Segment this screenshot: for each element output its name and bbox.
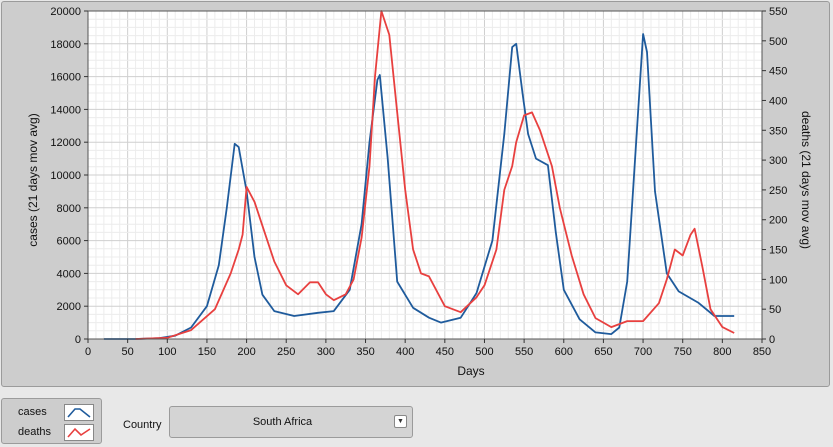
- legend-label-deaths: deaths: [18, 426, 52, 438]
- x-axis-label: Days: [457, 364, 484, 378]
- x-tick-label: 600: [555, 346, 573, 358]
- deaths-line-swatch-icon: [64, 424, 94, 441]
- y-left-tick-label: 6000: [57, 236, 81, 248]
- y-right-tick-label: 350: [769, 125, 787, 137]
- y-left-tick-label: 14000: [50, 104, 81, 116]
- y-right-tick-label: 550: [769, 6, 787, 18]
- y-right-tick-label: 50: [769, 304, 781, 316]
- x-tick-label: 400: [396, 346, 414, 358]
- legend: cases deaths: [1, 398, 102, 444]
- x-tick-label: 800: [713, 346, 731, 358]
- y-left-tick-label: 20000: [50, 6, 81, 18]
- series-line-cases: [103, 33, 735, 340]
- x-tick-label: 350: [356, 346, 374, 358]
- x-tick-label: 450: [436, 346, 454, 358]
- y-right-tick-label: 100: [769, 274, 787, 286]
- y-left-tick-label: 0: [75, 334, 81, 346]
- y-right-tick-label: 0: [769, 334, 775, 346]
- y-right-tick-label: 250: [769, 185, 787, 197]
- chevron-down-icon[interactable]: ▼: [394, 415, 407, 428]
- y-left-tick-label: 8000: [57, 203, 81, 215]
- y-left-tick-label: 10000: [50, 170, 81, 182]
- country-label: Country: [123, 419, 162, 431]
- x-tick-label: 550: [515, 346, 533, 358]
- y-left-tick-label: 18000: [50, 39, 81, 51]
- country-select[interactable]: South Africa ▼: [169, 406, 413, 438]
- y-left-tick-label: 4000: [57, 268, 81, 280]
- x-tick-label: 750: [674, 346, 692, 358]
- y-right-tick-label: 300: [769, 155, 787, 167]
- y-right-tick-label: 450: [769, 66, 787, 78]
- y-axis-left-label: cases (21 days mov avg): [26, 113, 40, 246]
- y-left-tick-label: 12000: [50, 137, 81, 149]
- y-right-tick-label: 150: [769, 245, 787, 257]
- chart-panel: 0 50 100 150 200 250 300 350 400 450 500 550 600 650 7…: [1, 1, 830, 387]
- y-right-tick-label: 200: [769, 215, 787, 227]
- x-tick-label: 50: [122, 346, 134, 358]
- x-tick-label: 500: [475, 346, 493, 358]
- x-tick-label: 700: [634, 346, 652, 358]
- x-tick-label: 150: [198, 346, 216, 358]
- y-axis-right-label: deaths (21 days mov avg): [799, 111, 813, 249]
- x-tick-label: 100: [158, 346, 176, 358]
- country-select-value: South Africa: [252, 416, 313, 428]
- x-tick-label: 300: [317, 346, 335, 358]
- y-left-tick-label: 16000: [50, 72, 81, 84]
- y-left-tick-label: 2000: [57, 301, 81, 313]
- cases-line-swatch-icon: [64, 404, 94, 421]
- legend-label-cases: cases: [18, 406, 47, 418]
- x-tick-label: 0: [85, 346, 91, 358]
- x-tick-label: 650: [594, 346, 612, 358]
- x-tick-label: 200: [237, 346, 255, 358]
- chart-plot: 0 50 100 150 200 250 300 350 400 450 500 550 600 650 7…: [26, 6, 813, 378]
- series-line-deaths: [135, 10, 735, 340]
- x-tick-label: 250: [277, 346, 295, 358]
- y-right-tick-label: 400: [769, 95, 787, 107]
- x-tick-label: 850: [753, 346, 771, 358]
- y-right-tick-label: 500: [769, 36, 787, 48]
